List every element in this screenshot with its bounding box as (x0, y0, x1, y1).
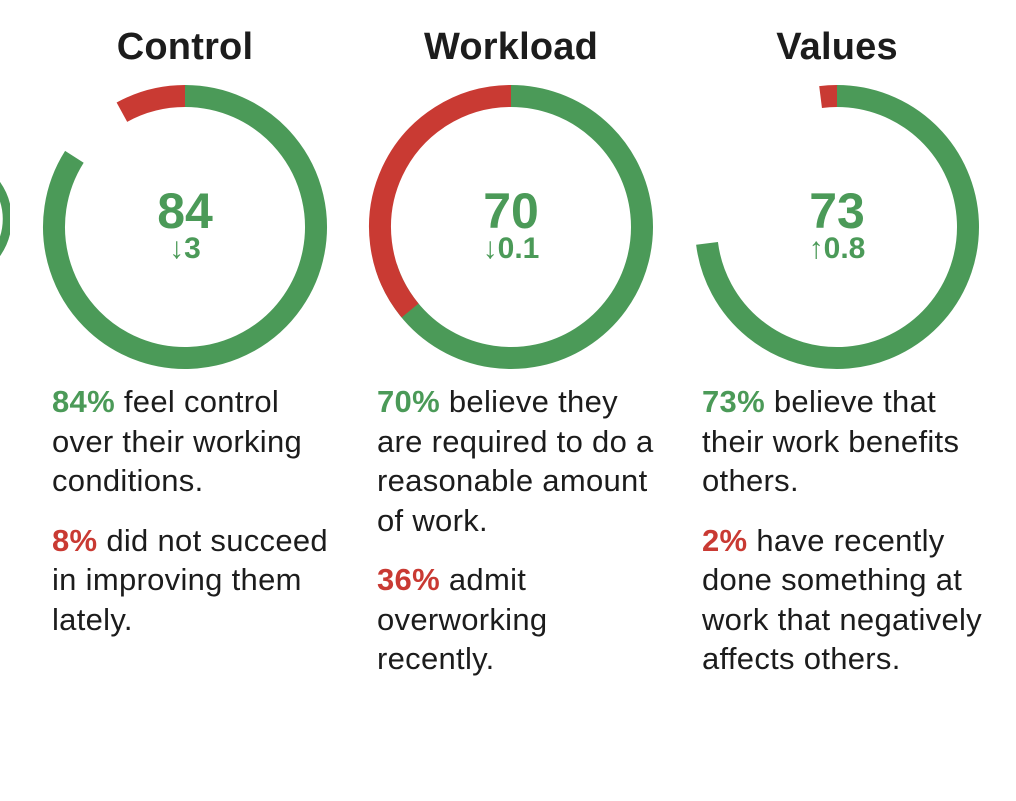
stat-value: 84% (52, 384, 115, 419)
stat-value: 36% (377, 562, 440, 597)
stat-value: 73% (702, 384, 765, 419)
stat-text: admit overworking recently. (377, 562, 548, 676)
stat-value: 70% (377, 384, 440, 419)
negative-arc (116, 85, 186, 122)
negative-arc (369, 85, 512, 318)
statement-positive: 73% believe that their work benefits oth… (702, 382, 1002, 501)
statements: 73% believe that their work benefits oth… (702, 382, 1002, 699)
score-delta: ↑0.8 (692, 232, 982, 266)
delta-value: 0.1 (497, 232, 540, 265)
arrow-down-icon: ↓ (482, 232, 498, 265)
donut-chart: 84 ↓3 (40, 82, 330, 372)
negative-arc (819, 84, 838, 108)
positive-arc (43, 85, 327, 369)
statement-negative: 8% did not succeed in improving them lat… (52, 521, 342, 640)
statements: 84% feel control over their working cond… (52, 382, 342, 659)
card-title: Values (776, 26, 898, 68)
stat-text: have recently done something at work tha… (702, 522, 982, 677)
delta-value: 0.8 (823, 232, 866, 265)
metric-card-control: Control 84 ↓3 84% feel control over thei… (20, 0, 350, 801)
stat-text: did not succeed in improving them lately… (52, 522, 328, 637)
positive-arc (375, 85, 653, 369)
statement-negative: 2% have recently done something at work … (702, 521, 1002, 679)
donut-svg (369, 85, 653, 369)
score-delta: ↓3 (40, 232, 330, 266)
stat-value: 2% (702, 522, 748, 558)
statements: 70% believe they are required to do a re… (377, 382, 667, 699)
card-title: Control (116, 26, 254, 68)
metric-card-workload: Workload 70 ↓0.1 70% believe they are re… (346, 0, 676, 801)
score-value: 70 (483, 183, 539, 239)
donut-svg (43, 85, 327, 369)
card-title: Workload (423, 26, 599, 68)
donut-chart: 70 ↓0.1 (366, 82, 656, 372)
stat-text: believe that their work benefits others. (702, 384, 960, 498)
donut-chart: 73 ↑0.8 (692, 82, 982, 372)
statement-positive: 84% feel control over their working cond… (52, 382, 342, 501)
arrow-down-icon: ↓ (169, 232, 185, 265)
statement-positive: 70% believe they are required to do a re… (377, 382, 667, 540)
score-value: 73 (809, 183, 865, 239)
stat-text: believe they are required to do a reason… (377, 384, 654, 538)
cropped-ring-arc (0, 181, 10, 257)
metric-card-values: Values 73 ↑0.8 73% believe that their wo… (672, 0, 1002, 801)
statement-negative: 36% admit overworking recently. (377, 560, 667, 679)
positive-arc (696, 85, 979, 369)
score-delta: ↓0.1 (366, 232, 656, 266)
stat-text: feel control over their working conditio… (52, 384, 303, 498)
arrow-up-icon: ↑ (808, 232, 824, 265)
donut-svg (696, 84, 979, 369)
score-value: 84 (157, 183, 213, 239)
stat-value: 8% (52, 522, 98, 558)
delta-value: 3 (184, 232, 201, 265)
